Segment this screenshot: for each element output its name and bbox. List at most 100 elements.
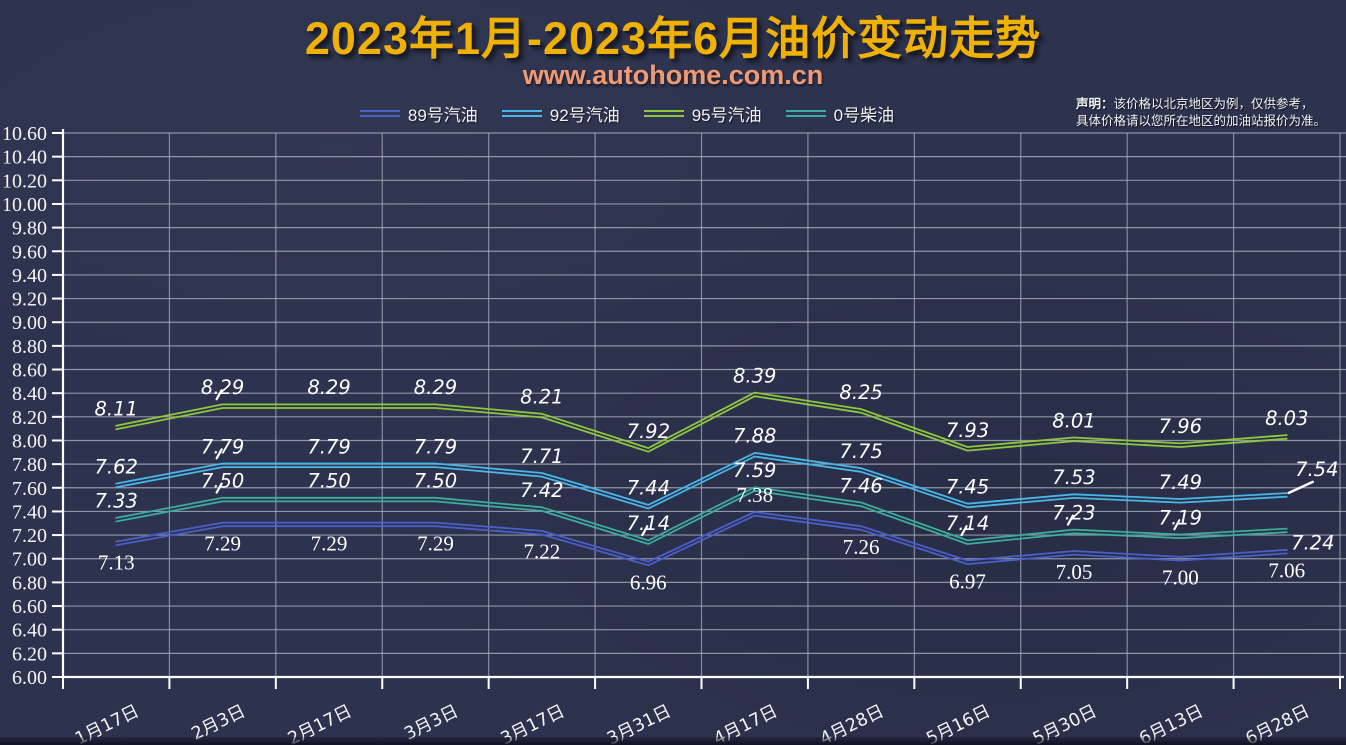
data-label-92号汽油: 7.79: [307, 435, 350, 458]
data-label-92号汽油: 7.71: [520, 445, 563, 468]
y-tick-label: 8.40: [12, 383, 47, 405]
data-label-89号汽油: 7.29: [311, 531, 348, 555]
data-label-95号汽油: 7.93: [946, 419, 989, 442]
legend: 89号汽油 92号汽油 95号汽油 0号柴油: [0, 101, 1346, 126]
data-label-92号汽油: 7.79: [414, 435, 457, 458]
series-line-92号汽油: [115, 455, 1288, 510]
data-label-89号汽油: 7.00: [1162, 566, 1199, 590]
label-leader: [1287, 480, 1314, 495]
data-label-92号汽油: 7.62: [94, 455, 137, 478]
legend-line-icon: [785, 110, 826, 117]
data-label-92号汽油: 7.53: [1052, 466, 1095, 489]
label-leader: [215, 482, 223, 494]
data-label-89号汽油: 6.96: [630, 570, 667, 594]
y-tick-label: 7.80: [12, 454, 47, 476]
disclaimer-label: 声明：: [1076, 97, 1114, 111]
y-tick-label: 7.40: [12, 501, 47, 523]
data-label-89号汽油: 7.38: [736, 483, 773, 507]
y-tick-label: 7.00: [12, 549, 47, 571]
y-tick-label: 8.80: [12, 336, 47, 358]
y-tick-label: 10.00: [2, 194, 47, 216]
data-label-95号汽油: 7.96: [1159, 415, 1202, 438]
page-title: 2023年1月-2023年6月油价变动走势: [304, 13, 1042, 64]
y-tick-label: 9.60: [12, 241, 47, 263]
y-tick-label: 6.80: [12, 572, 47, 594]
data-label-89号汽油: 7.29: [417, 531, 454, 555]
data-label-92号汽油: 7.88: [733, 425, 776, 448]
legend-label: 89号汽油: [407, 106, 478, 125]
data-label-0号柴油: 7.50: [201, 470, 244, 493]
y-tick-label: 8.00: [12, 430, 47, 452]
y-tick-label: 10.60: [2, 123, 47, 145]
data-label-89号汽油: 7.13: [98, 550, 135, 574]
data-label-0号柴油: 7.59: [733, 459, 776, 482]
data-label-89号汽油: 7.22: [524, 540, 561, 564]
legend-item-92号汽油: 92号汽油: [501, 101, 620, 126]
label-leader: [960, 525, 968, 537]
data-label-92号汽油: 7.44: [627, 477, 670, 500]
data-label-89号汽油: 6.97: [949, 569, 986, 593]
data-label-92号汽油: 7.54: [1295, 458, 1338, 481]
data-label-95号汽油: 8.29: [414, 376, 457, 399]
legend-item-0号柴油: 0号柴油: [785, 101, 894, 126]
data-label-0号柴油: 7.23: [1052, 502, 1095, 525]
legend-line-icon: [643, 110, 684, 117]
data-label-0号柴油: 7.46: [839, 474, 882, 497]
disclaimer-text-line1: 该价格以北京地区为例，仅供参考，: [1113, 97, 1314, 111]
series-line-0号柴油: [115, 489, 1288, 545]
y-tick-label: 9.80: [12, 218, 47, 240]
y-tick-label: 8.20: [12, 407, 47, 429]
y-tick-label: 9.20: [12, 289, 47, 311]
legend-item-89号汽油: 89号汽油: [359, 101, 478, 126]
series-line-89号汽油: [115, 511, 1288, 563]
y-tick-label: 9.40: [12, 265, 47, 287]
label-leader: [1066, 514, 1075, 526]
data-label-92号汽油: 7.49: [1159, 471, 1202, 494]
legend-line-icon: [359, 110, 400, 117]
data-label-92号汽油: 7.79: [201, 435, 244, 458]
legend-item-95号汽油: 95号汽油: [643, 101, 762, 126]
data-label-0号柴油: 7.14: [946, 512, 989, 535]
disclaimer: 声明：该价格以北京地区为例，仅供参考， 具体价格请以您所在地区的加油站报价为准。: [1076, 96, 1334, 130]
data-label-95号汽油: 8.25: [839, 381, 882, 404]
data-label-89号汽油: 7.29: [204, 531, 241, 555]
y-tick-label: 6.20: [12, 643, 47, 665]
y-tick-label: 10.20: [2, 170, 47, 192]
y-tick-label: 10.40: [2, 147, 47, 169]
y-tick-label: 8.60: [12, 360, 47, 382]
series-line-89号汽油: [115, 514, 1288, 567]
legend-line-icon: [501, 110, 542, 117]
disclaimer-text-line2: 具体价格请以您所在地区的加油站报价为准。: [1076, 113, 1327, 128]
data-label-92号汽油: 7.75: [839, 440, 882, 463]
y-tick-label: 6.00: [12, 667, 47, 689]
data-label-95号汽油: 8.03: [1265, 407, 1308, 430]
y-tick-label: 9.00: [12, 312, 47, 334]
y-tick-label: 6.40: [12, 620, 47, 642]
data-label-89号汽油: 7.05: [1056, 560, 1093, 584]
data-label-95号汽油: 8.21: [520, 386, 563, 409]
data-label-0号柴油: 7.50: [414, 470, 457, 493]
label-leader: [641, 525, 649, 537]
legend-label: 92号汽油: [549, 106, 620, 125]
data-label-92号汽油: 7.45: [946, 476, 989, 499]
data-label-95号汽油: 8.29: [201, 376, 244, 399]
data-label-0号柴油: 7.19: [1159, 506, 1202, 529]
data-label-95号汽油: 7.92: [627, 420, 670, 443]
data-label-95号汽油: 8.01: [1052, 409, 1095, 432]
y-tick-label: 7.20: [12, 525, 47, 547]
label-leader: [1173, 519, 1181, 531]
label-leader: [215, 389, 223, 401]
site-url: www.autohome.com.cn: [522, 60, 824, 90]
bottom-shadow-strip: [0, 737, 1346, 745]
series-line-95号汽油: [115, 395, 1288, 453]
legend-label: 95号汽油: [691, 106, 762, 125]
series-line-92号汽油: [115, 451, 1288, 506]
data-label-0号柴油: 7.14: [627, 512, 670, 535]
data-label-0号柴油: 7.42: [520, 479, 563, 502]
data-label-0号柴油: 7.50: [307, 470, 350, 493]
series-line-95号汽油: [115, 391, 1288, 450]
data-label-0号柴油: 7.24: [1291, 531, 1334, 554]
series-line-0号柴油: [115, 486, 1288, 542]
y-tick-label: 7.60: [12, 478, 47, 500]
